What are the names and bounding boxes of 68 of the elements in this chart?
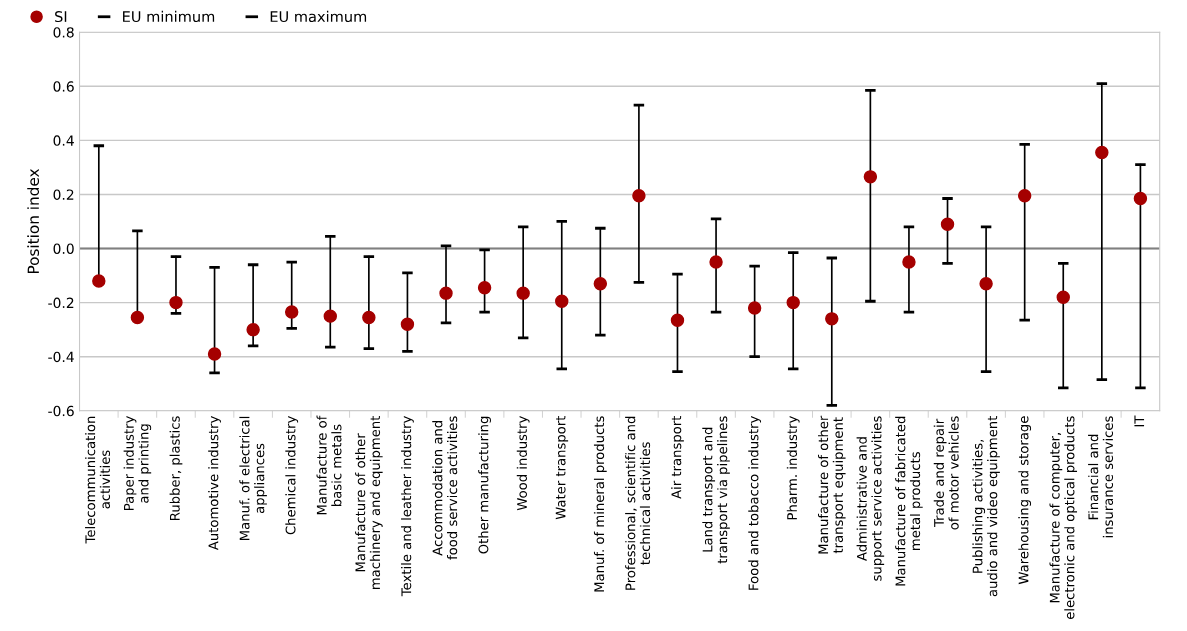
x-tick-label: Manufacture of computer, electronic and optical products (1049, 416, 1078, 620)
text: EU minimum (123, 10, 215, 23)
y-tick-label: 0.4 (53, 135, 74, 146)
point (1017, 189, 1032, 203)
x-tick-label: Manufacture of other transport equipment (818, 415, 846, 554)
point (863, 170, 878, 184)
x-tick-label: Textile and leather industry (401, 416, 414, 597)
y-tick-label: 0.0 (53, 243, 74, 254)
x-tick-label: Telecommunication activities (85, 416, 111, 544)
point (439, 286, 453, 300)
point (1133, 191, 1148, 206)
x-tick-label: Warehousing and storage (1018, 416, 1032, 585)
x-tick-label: Administrative and support service activities (856, 416, 885, 581)
x-tick-label: Automotive industry (208, 416, 221, 551)
x-tick-label: Manufacture of fabricated metal products (895, 416, 923, 586)
y-tick-label: -0.2 (48, 297, 74, 309)
point (593, 276, 608, 291)
x-tick-label: Manuf. of electrical appliances (239, 416, 267, 540)
point (632, 189, 646, 203)
point (169, 295, 183, 310)
point (92, 274, 106, 288)
x-tick-label: Air transport (671, 415, 684, 499)
x-tick-label: Land transport and transport via pipelines (702, 416, 730, 564)
x-tick-label: Wood industry (516, 416, 530, 511)
x-tick-label: Manufacture of basic metals (316, 415, 342, 515)
legend-label: SI (55, 11, 67, 23)
y-tick-label: 0.2 (53, 189, 74, 200)
x-tick-label: Food and tobacco industry (748, 416, 762, 590)
point (786, 295, 800, 310)
x-tick-label: Chemical industry (285, 416, 299, 535)
x-tick-label: Other manufacturing (478, 416, 491, 554)
point (825, 312, 839, 326)
x-tick-label: Financial and insurance services (1088, 416, 1114, 538)
x-tick-label: Paper industry and printing (123, 416, 152, 510)
point (747, 301, 762, 315)
x-tick-label: Manuf. of mineral products (593, 416, 607, 592)
point (516, 286, 530, 300)
x-tick-label: Publishing activities, audio and video equipment (972, 415, 1000, 597)
x-tick-label: Rubber, plastics (169, 416, 183, 520)
x-tick-label: Manufacture of other machinery and equipment (355, 415, 383, 589)
x-tick-label: Pharm. industry (786, 416, 800, 520)
point (555, 294, 569, 308)
point (709, 255, 723, 269)
y-axis-title: Position index (27, 168, 40, 274)
text: EU maximum (270, 10, 367, 23)
point (1095, 145, 1109, 160)
point (207, 347, 222, 361)
point (362, 310, 376, 325)
point (284, 305, 299, 319)
x-tick-label: Water transport (555, 415, 569, 520)
x-tick-label: Trade and repair of motor vehicles (933, 416, 959, 530)
y-tick-label: -0.4 (48, 351, 74, 363)
x-tick-label: IT (1134, 415, 1145, 427)
point (1056, 290, 1070, 304)
point (400, 317, 415, 331)
y-tick-label: 0.6 (53, 81, 74, 92)
point (902, 255, 916, 269)
y-tick-label: 0.8 (53, 27, 74, 38)
point (477, 281, 492, 295)
point (130, 310, 145, 325)
y-tick-label: -0.6 (48, 405, 74, 417)
x-tick-label: Professional, scientific and technical activities (625, 416, 651, 590)
point (246, 322, 260, 337)
point (323, 309, 337, 323)
point (670, 313, 685, 327)
point (979, 276, 993, 291)
point (940, 217, 955, 231)
x-tick-label: Accommodation and food service activities (432, 416, 458, 560)
